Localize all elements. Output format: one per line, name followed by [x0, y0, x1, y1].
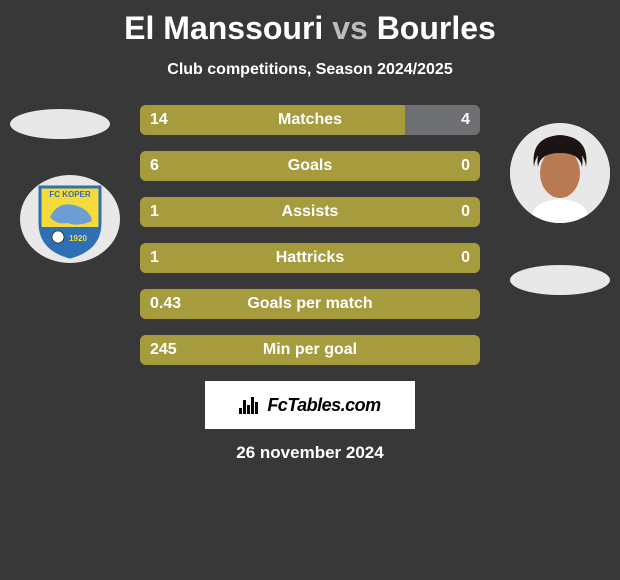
stat-label: Goals	[140, 157, 480, 175]
stat-value-right: 0	[461, 203, 470, 221]
stat-label: Hattricks	[140, 249, 480, 267]
stat-value-right: 0	[461, 249, 470, 267]
comparison-title: El Manssouri vs Bourles	[0, 0, 620, 47]
title-player2: Bourles	[377, 10, 496, 46]
stat-label: Goals per match	[140, 295, 480, 313]
watermark-text: FcTables.com	[267, 395, 380, 416]
stat-value-left: 0.43	[150, 295, 181, 313]
stat-value-left: 6	[150, 157, 159, 175]
shield-icon: FC KOPER 1920	[20, 175, 120, 263]
bars-icon	[239, 396, 261, 414]
player2-avatar	[510, 123, 610, 223]
stat-row: 0.43Goals per match	[140, 289, 480, 319]
watermark: FcTables.com	[205, 381, 415, 429]
stat-value-left: 245	[150, 341, 177, 359]
svg-text:1920: 1920	[69, 234, 87, 243]
title-player1: El Manssouri	[124, 10, 323, 46]
stat-value-right: 0	[461, 157, 470, 175]
stat-row: 245Min per goal	[140, 335, 480, 365]
stat-label: Min per goal	[140, 341, 480, 359]
stat-label: Matches	[140, 111, 480, 129]
player2-club-badge	[510, 245, 610, 333]
date-stamp: 26 november 2024	[0, 443, 620, 463]
stat-row: 6Goals0	[140, 151, 480, 181]
stat-row: 1Hattricks0	[140, 243, 480, 273]
title-vs: vs	[332, 10, 368, 46]
subtitle: Club competitions, Season 2024/2025	[0, 61, 620, 79]
stat-row: 1Assists0	[140, 197, 480, 227]
player2-club-placeholder	[510, 265, 610, 295]
player1-avatar-placeholder	[10, 109, 110, 139]
stat-value-left: 1	[150, 249, 159, 267]
stat-label: Assists	[140, 203, 480, 221]
player1-club-badge: FC KOPER 1920	[20, 175, 120, 263]
svg-text:FC KOPER: FC KOPER	[49, 190, 91, 199]
player-portrait-icon	[510, 123, 610, 223]
stats-block: 14Matches46Goals01Assists01Hattricks00.4…	[140, 105, 480, 365]
stat-value-left: 1	[150, 203, 159, 221]
stat-row: 14Matches4	[140, 105, 480, 135]
stat-value-right: 4	[461, 111, 470, 129]
stat-value-left: 14	[150, 111, 168, 129]
